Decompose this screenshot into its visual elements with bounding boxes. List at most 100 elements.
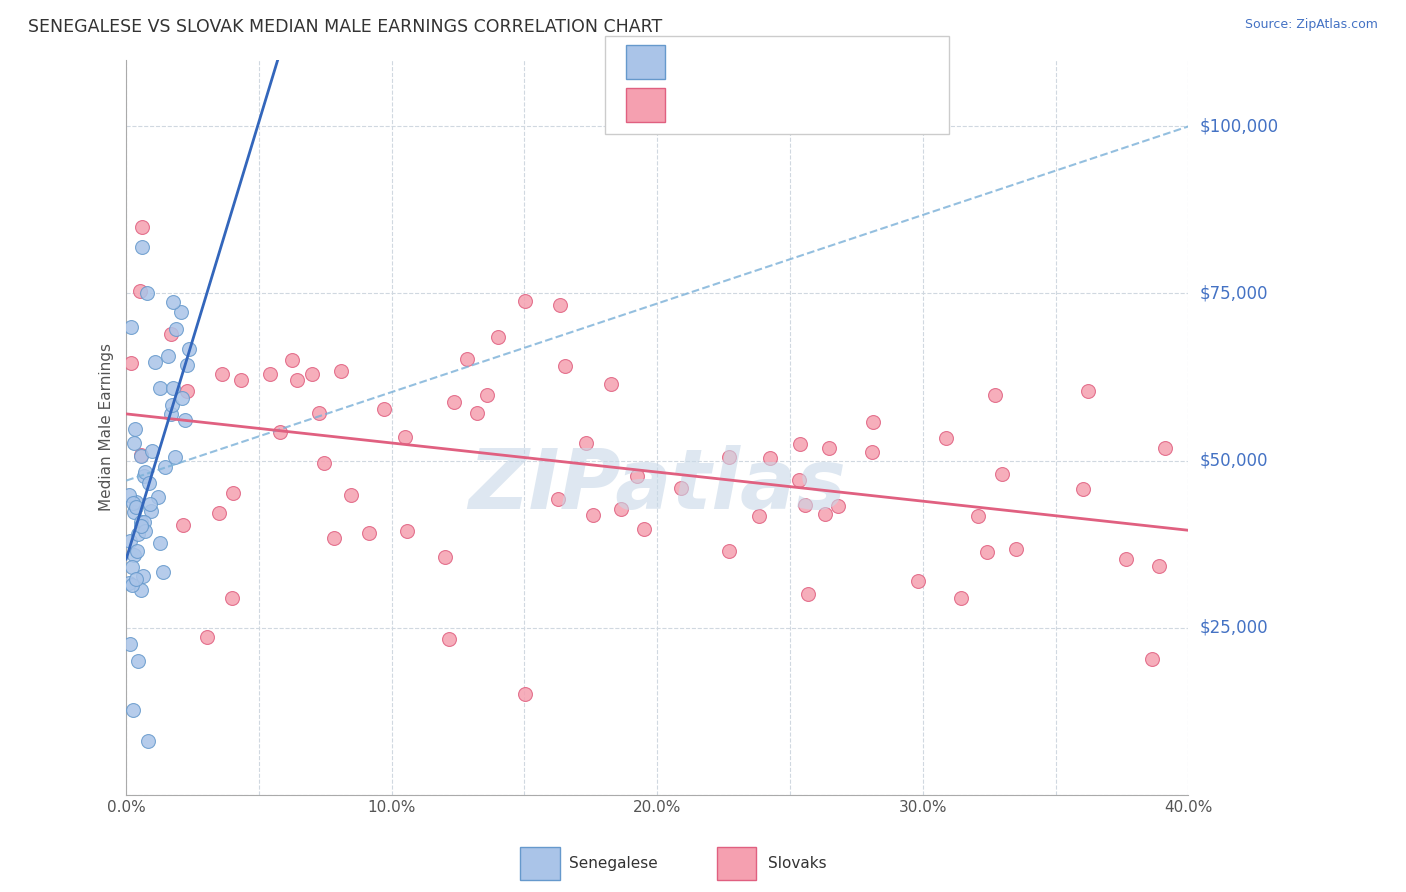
Point: [269, 425, 291, 440]
Point: [818, 441, 841, 455]
Point: [229, 373, 252, 387]
Point: [172, 517, 194, 532]
Point: [437, 632, 460, 646]
Point: [600, 376, 623, 391]
Point: [718, 544, 741, 558]
Point: [610, 501, 633, 516]
Text: 73: 73: [853, 103, 875, 120]
Point: [827, 499, 849, 513]
Point: [153, 460, 176, 475]
Point: [148, 490, 170, 504]
Text: Source: ZipAtlas.com: Source: ZipAtlas.com: [1244, 18, 1378, 31]
Point: [221, 485, 243, 500]
Text: N =: N =: [803, 60, 839, 78]
Point: [547, 491, 569, 506]
Point: [160, 408, 183, 422]
Point: [177, 342, 200, 356]
Point: [121, 560, 143, 574]
Text: SENEGALESE VS SLOVAK MEDIAN MALE EARNINGS CORRELATION CHART: SENEGALESE VS SLOVAK MEDIAN MALE EARNING…: [28, 18, 662, 36]
Point: [949, 591, 972, 605]
Point: [486, 329, 509, 343]
Point: [131, 240, 153, 254]
Point: [129, 284, 152, 298]
Point: [162, 381, 184, 395]
Point: [991, 467, 1014, 481]
Point: [475, 388, 498, 402]
Point: [966, 509, 988, 524]
Point: [134, 466, 156, 480]
Point: [125, 495, 148, 509]
Point: [633, 523, 655, 537]
Point: [339, 488, 361, 502]
Point: [121, 495, 143, 509]
Point: [122, 505, 145, 519]
Point: [131, 219, 153, 234]
Point: [329, 364, 352, 378]
Point: [443, 394, 465, 409]
Text: N =: N =: [803, 103, 839, 120]
Point: [789, 437, 811, 451]
Point: [221, 591, 243, 605]
Point: [860, 445, 883, 459]
Point: [124, 422, 146, 436]
Point: [373, 402, 395, 417]
Point: [127, 654, 149, 668]
Point: [281, 353, 304, 368]
Point: [172, 392, 194, 406]
Point: [759, 451, 782, 466]
Point: [434, 550, 457, 565]
Text: 0.107: 0.107: [727, 60, 775, 78]
Point: [1005, 541, 1028, 556]
Point: [1154, 441, 1177, 455]
Point: [129, 519, 152, 533]
Point: [396, 524, 419, 538]
Point: [120, 356, 142, 370]
Text: Senegalese: Senegalese: [569, 856, 658, 871]
Point: [259, 367, 281, 381]
Text: R =: R =: [676, 60, 713, 78]
Point: [394, 430, 416, 444]
Point: [122, 435, 145, 450]
Point: [793, 498, 815, 512]
Point: [357, 525, 380, 540]
Point: [907, 574, 929, 588]
Point: [152, 565, 174, 579]
Point: [120, 319, 142, 334]
Point: [554, 359, 576, 373]
Text: R =: R =: [676, 103, 713, 120]
Point: [582, 508, 605, 523]
Text: Slovaks: Slovaks: [768, 856, 827, 871]
Text: ZIPatlas: ZIPatlas: [468, 445, 846, 526]
Point: [132, 569, 155, 583]
Point: [149, 381, 172, 395]
Point: [787, 474, 810, 488]
Point: [129, 449, 152, 463]
Point: [515, 293, 537, 308]
Text: $25,000: $25,000: [1199, 619, 1268, 637]
Point: [122, 703, 145, 717]
Point: [626, 468, 648, 483]
Point: [118, 533, 141, 548]
Point: [176, 358, 198, 372]
Point: [548, 298, 571, 312]
Point: [515, 688, 537, 702]
Point: [129, 515, 152, 529]
Point: [1077, 384, 1099, 398]
Point: [118, 488, 141, 502]
Point: [163, 450, 186, 464]
Point: [118, 637, 141, 651]
Point: [862, 415, 884, 429]
Point: [143, 354, 166, 368]
Point: [125, 500, 148, 515]
Point: [935, 431, 957, 445]
Point: [122, 548, 145, 562]
Point: [176, 384, 198, 398]
Point: [135, 286, 157, 301]
Text: $100,000: $100,000: [1199, 118, 1278, 136]
Point: [139, 504, 162, 518]
Point: [160, 326, 183, 341]
Point: [127, 527, 149, 541]
Point: [166, 322, 188, 336]
Point: [138, 497, 160, 511]
Point: [118, 576, 141, 591]
